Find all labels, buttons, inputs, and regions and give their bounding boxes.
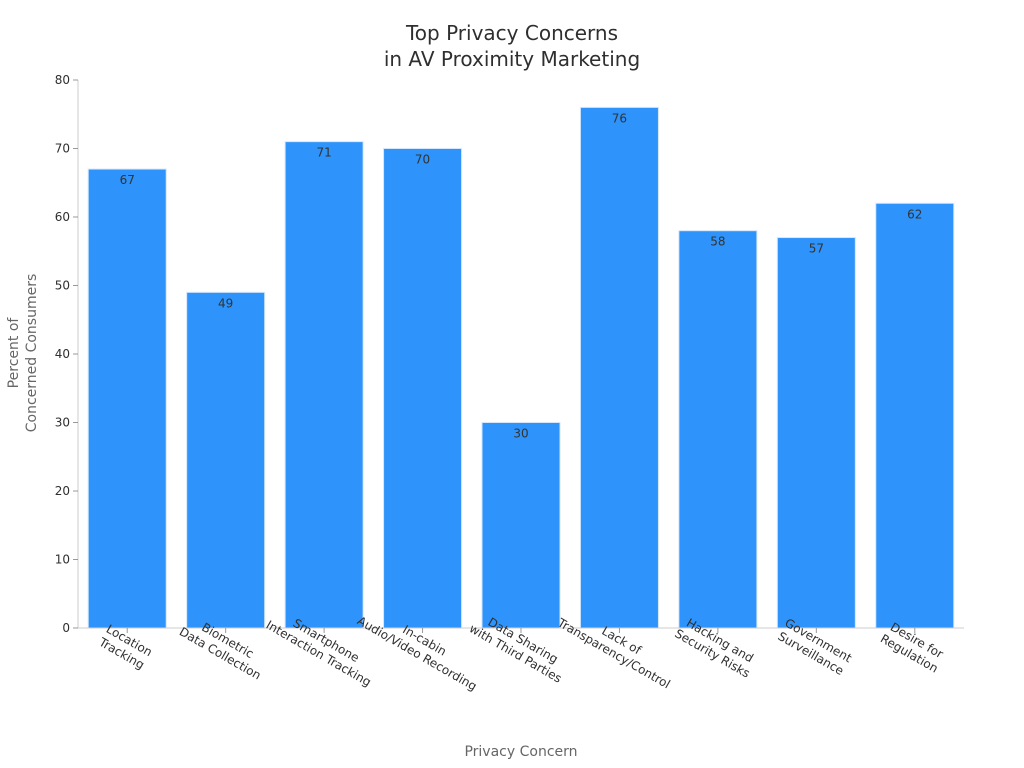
x-axis-title: Privacy Concern [464, 744, 577, 760]
y-tick-label: 0 [62, 621, 70, 635]
bar [481, 422, 561, 629]
bar-value-label: 62 [907, 207, 922, 221]
chart-title-line-2: in AV Proximity Marketing [384, 47, 640, 71]
bar-value-label: 76 [612, 111, 627, 125]
bar-value-label: 71 [316, 146, 331, 160]
bar [776, 237, 856, 629]
y-tick-label: 10 [55, 553, 70, 567]
bar [186, 291, 266, 629]
bar [678, 230, 758, 629]
y-tick-label: 20 [55, 484, 70, 498]
y-tick-label: 50 [55, 279, 70, 293]
chart-title-line-1: Top Privacy Concerns [405, 21, 618, 45]
bar [87, 168, 167, 629]
bar [383, 148, 463, 629]
y-axis-title-line-2: Concerned Consumers [24, 274, 40, 433]
bar-value-label: 70 [415, 153, 430, 167]
bar [284, 141, 364, 629]
y-tick-label: 80 [55, 73, 70, 87]
y-tick-label: 30 [55, 416, 70, 430]
bar [875, 202, 955, 629]
y-axis: 0 10 20 30 40 50 60 70 80 [55, 73, 79, 635]
y-tick-label: 60 [55, 210, 70, 224]
y-axis-title: Percent of Concerned Consumers [6, 274, 40, 433]
bar-value-label: 57 [809, 242, 824, 256]
bar [579, 106, 659, 629]
bars: 67 49 71 70 30 76 58 57 62 [87, 106, 955, 629]
bar-value-label: 67 [120, 173, 135, 187]
y-axis-title-line-1: Percent of [6, 317, 22, 389]
y-tick-label: 40 [55, 347, 70, 361]
y-tick-label: 70 [55, 142, 70, 156]
bar-value-label: 49 [218, 296, 233, 310]
bar-value-label: 58 [710, 235, 725, 249]
bar-value-label: 30 [513, 427, 528, 441]
